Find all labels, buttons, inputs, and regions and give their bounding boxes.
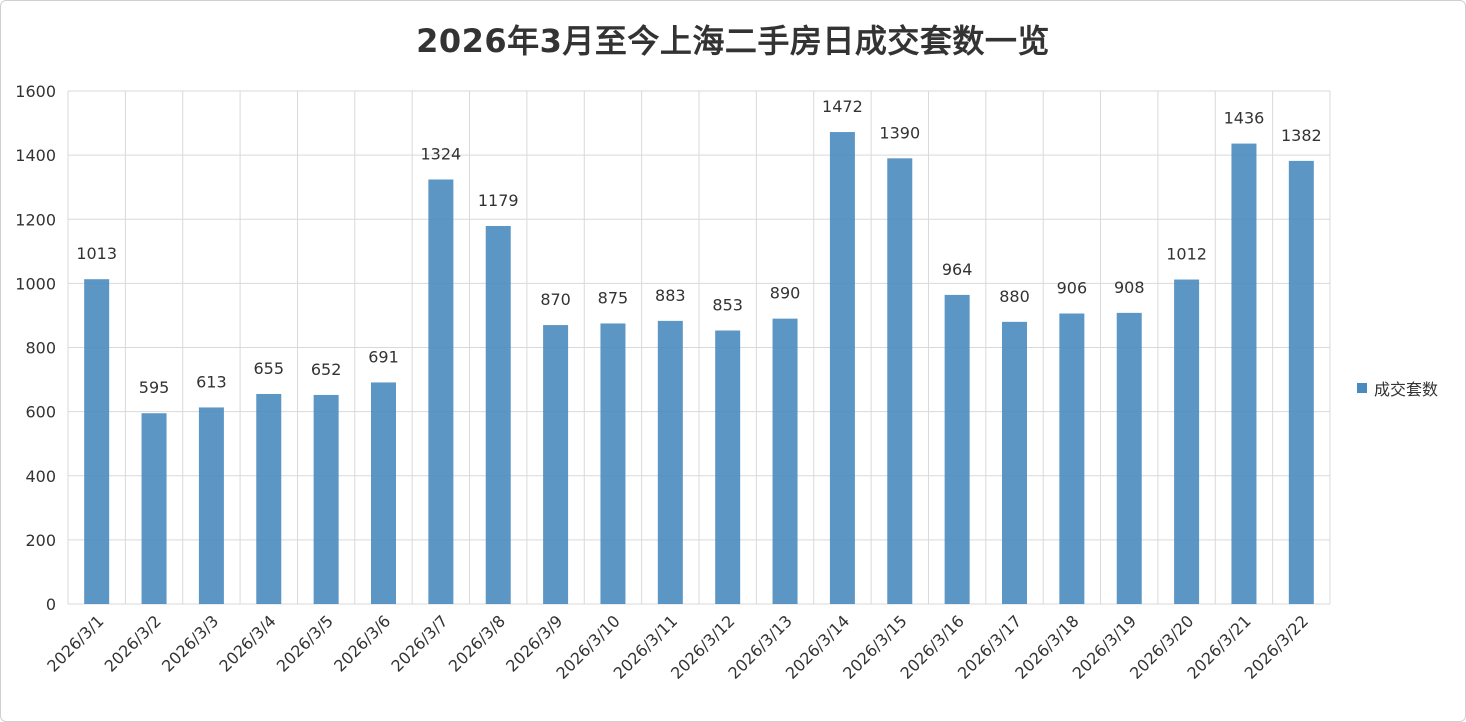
x-tick-label: 2026/3/8 [445, 611, 509, 675]
bar [600, 323, 626, 604]
data-label: 1324 [421, 144, 462, 163]
y-axis-ticks: 0 200 400 600 800 1000 1200 1400 1600 [15, 82, 56, 614]
chart-title: 2026年3月至今上海二手房日成交套数一览 [416, 22, 1050, 60]
bar [657, 320, 683, 604]
data-label: 652 [311, 360, 342, 379]
data-label: 613 [196, 372, 227, 391]
y-tick-label: 1400 [15, 146, 56, 165]
data-label: 691 [368, 347, 399, 366]
x-tick-label: 2026/3/4 [215, 611, 279, 675]
bar [141, 413, 167, 604]
legend-swatch [1357, 383, 1367, 393]
y-tick-label: 200 [25, 531, 56, 550]
y-tick-label: 0 [46, 595, 56, 614]
bar [1288, 160, 1314, 605]
bar [772, 318, 798, 604]
bar-series [84, 132, 1314, 605]
data-label: 908 [1114, 278, 1145, 297]
x-tick-label: 2026/3/3 [158, 611, 222, 675]
bar [1116, 312, 1142, 604]
data-label: 906 [1057, 279, 1088, 298]
data-label: 964 [942, 260, 973, 279]
data-label: 595 [139, 378, 170, 397]
bar [428, 179, 454, 604]
data-label: 1436 [1224, 109, 1265, 128]
legend: 成交套数 [1357, 376, 1438, 400]
bar [371, 382, 396, 604]
bar [1231, 143, 1257, 604]
bar [313, 394, 339, 604]
bar [485, 225, 511, 604]
y-tick-label: 800 [25, 339, 56, 358]
bar [1174, 279, 1200, 604]
legend-label: 成交套数 [1374, 380, 1439, 399]
bar [198, 407, 224, 604]
bar [715, 330, 741, 604]
data-label: 1013 [76, 244, 117, 263]
y-tick-label: 1200 [15, 210, 56, 229]
y-tick-label: 600 [25, 403, 56, 422]
bar [543, 325, 569, 604]
bar [829, 132, 855, 605]
data-label: 1472 [822, 97, 863, 116]
x-tick-label: 2026/3/1 [43, 611, 107, 675]
data-label: 880 [999, 287, 1030, 306]
data-labels: 1013 595 613 655 652 691 1324 1179 870 875 883 853 8… [76, 97, 1321, 397]
y-tick-label: 1600 [15, 82, 56, 101]
bar [944, 294, 970, 604]
data-label: 853 [712, 296, 743, 315]
data-label: 1382 [1281, 126, 1322, 145]
bar [887, 158, 913, 605]
data-label: 883 [655, 286, 686, 305]
data-label: 875 [598, 288, 629, 307]
data-label: 1179 [478, 191, 519, 210]
data-label: 1390 [879, 123, 920, 142]
data-label: 890 [770, 284, 801, 303]
bar [1002, 321, 1027, 604]
data-label: 870 [540, 290, 571, 309]
data-label: 655 [253, 359, 284, 378]
x-tick-label: 2026/3/7 [387, 611, 451, 675]
bar [256, 393, 282, 604]
x-tick-label: 2026/3/2 [101, 611, 165, 675]
x-axis-ticks: 2026/3/12026/3/22026/3/32026/3/42026/3/5… [43, 611, 1312, 682]
x-tick-label: 2026/3/5 [273, 611, 337, 675]
bar [1059, 313, 1085, 604]
y-tick-label: 400 [25, 467, 56, 486]
bar [84, 279, 110, 604]
x-tick-label: 2026/3/6 [330, 611, 394, 675]
y-tick-label: 1000 [15, 274, 56, 293]
data-label: 1012 [1166, 245, 1207, 264]
